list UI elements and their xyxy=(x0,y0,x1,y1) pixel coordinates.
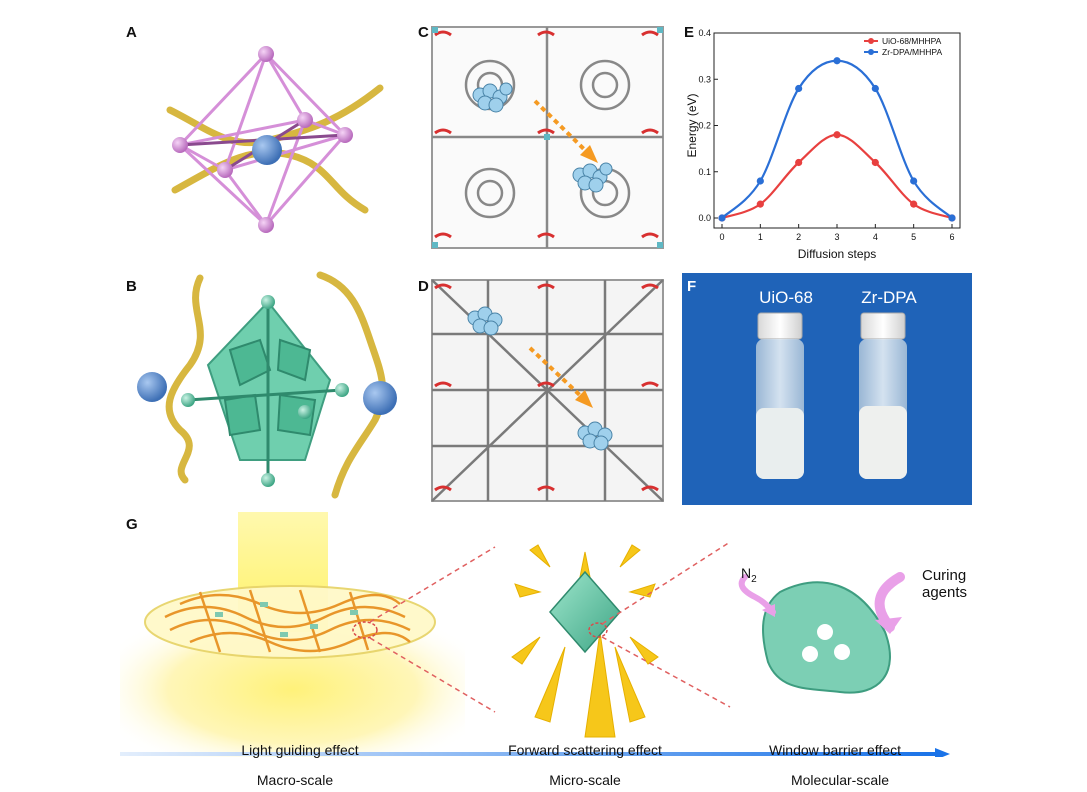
vial-label-left: UiO-68 xyxy=(759,288,813,307)
y-tick-label: 0.2 xyxy=(698,121,711,131)
n2-main: N xyxy=(741,565,752,581)
y-tick-label: 0.1 xyxy=(698,167,711,177)
vial-right-shape xyxy=(859,312,907,479)
x-tick-label: 2 xyxy=(796,232,801,242)
y-tick-label: 0.0 xyxy=(698,213,711,223)
vial-photo xyxy=(682,273,972,505)
caption-window-barrier: Window barrier effect xyxy=(768,742,901,758)
legend-label-1: Zr-DPA/MHHPA xyxy=(882,47,942,57)
panel-label-e: E xyxy=(684,24,695,41)
caption-forward-scattering: Forward scattering effect xyxy=(508,742,662,758)
structure-c xyxy=(431,26,664,249)
scale-macro: Macro-scale xyxy=(256,772,334,788)
curing-agents-label: Curing agents xyxy=(922,567,967,601)
n2-label: N2 xyxy=(741,565,757,585)
x-tick-label: 0 xyxy=(719,232,724,242)
data-point-1-4 xyxy=(871,84,879,93)
mechanism-illustration xyxy=(120,512,950,757)
panel-label-c: C xyxy=(418,24,429,41)
legend-marker-0 xyxy=(868,38,874,44)
panel-label-b: B xyxy=(126,278,137,295)
x-axis-label: Diffusion steps xyxy=(798,247,877,261)
energy-chart: 0.0 0.1 0.2 0.3 0.4 0 1 2 3 4 5 6 Diffusion steps Ene… xyxy=(685,28,961,261)
structure-d xyxy=(431,279,664,502)
series-line-0 xyxy=(721,133,953,220)
y-tick-label: 0.3 xyxy=(698,74,711,84)
legend-label-0: UiO-68/MHHPA xyxy=(882,36,942,46)
x-tick-label: 1 xyxy=(758,232,763,242)
data-point-1-3 xyxy=(833,57,841,65)
vials xyxy=(756,312,907,479)
panel-label-d: D xyxy=(418,278,429,295)
data-point-0-4 xyxy=(871,158,879,167)
y-tick-label: 0.4 xyxy=(698,28,711,38)
data-point-0-2 xyxy=(795,158,803,167)
scale-micro: Micro-scale xyxy=(549,772,621,788)
data-point-0-5 xyxy=(910,200,918,208)
data-point-1-2 xyxy=(795,84,803,93)
panel-label-g: G xyxy=(126,516,138,533)
data-point-1-0 xyxy=(718,214,726,222)
data-point-1-5 xyxy=(910,177,918,185)
data-point-1-1 xyxy=(756,177,764,185)
curing-line-2: agents xyxy=(922,584,968,601)
curing-line-1: Curing xyxy=(922,567,967,584)
vial-left-shape xyxy=(756,312,804,479)
legend-marker-1 xyxy=(868,49,874,55)
scale-molecular: Molecular-scale xyxy=(790,772,890,788)
y-axis-label: Energy (eV) xyxy=(685,93,699,157)
cage-illustration xyxy=(137,271,397,499)
caption-light-guiding: Light guiding effect xyxy=(241,742,359,758)
octahedron-illustration xyxy=(166,46,384,233)
data-point-1-6 xyxy=(948,214,956,222)
x-tick-label: 3 xyxy=(834,232,839,242)
data-point-0-3 xyxy=(833,131,841,139)
panel-label-f: F xyxy=(687,278,697,295)
data-point-0-1 xyxy=(756,200,764,208)
n2-subscript: 2 xyxy=(751,573,757,585)
panel-label-a: A xyxy=(126,24,137,41)
vial-label-right: Zr-DPA xyxy=(861,288,917,307)
series-line-1 xyxy=(721,59,953,219)
x-tick-label: 6 xyxy=(949,232,954,242)
x-tick-label: 5 xyxy=(911,232,916,242)
x-tick-label: 4 xyxy=(873,232,878,242)
